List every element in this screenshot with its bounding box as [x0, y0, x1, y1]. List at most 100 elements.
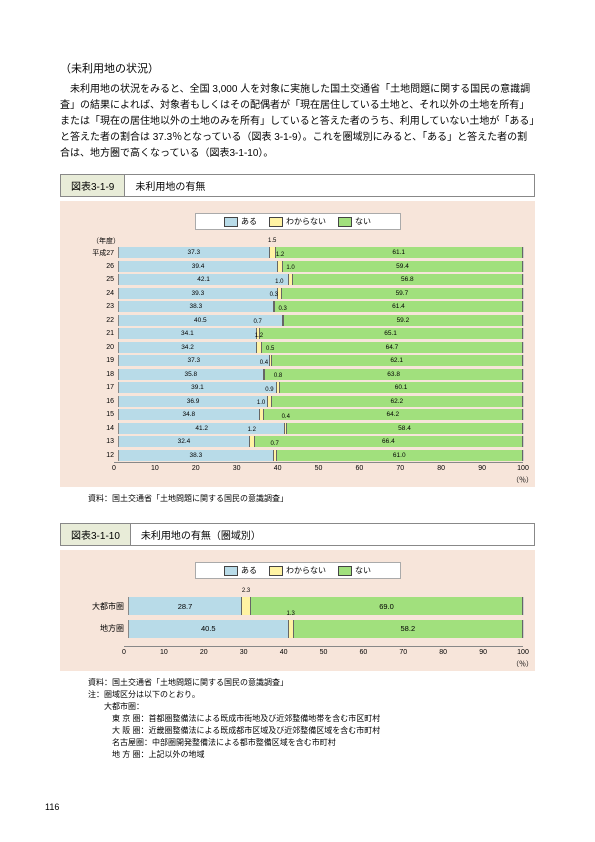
xtick-label: 40 [274, 465, 282, 472]
gridline [523, 315, 524, 326]
bar-segment: 66.4 [255, 436, 523, 447]
chart2-label: 未利用地の有無（圏域別） [131, 524, 271, 545]
xtick-label: 100 [517, 465, 529, 472]
xaxis-unit: （％） [512, 659, 533, 669]
row-label: 21 [72, 330, 118, 337]
chart2-number: 図表3-1-10 [61, 524, 131, 545]
bar-segment: 36.9 [119, 396, 268, 407]
bar-row: 2639.41.259.4 [72, 260, 523, 273]
segment-value: 65.1 [384, 330, 397, 337]
gridline [523, 396, 524, 407]
segment-value: 61.4 [392, 303, 405, 310]
legend-swatch-icon [269, 566, 283, 576]
bar-row: 1238.30.761.0 [72, 449, 523, 462]
chart1-source: 資料：国土交通省「土地問題に関する国民の意識調査」 [88, 493, 535, 505]
segment-value: 0.9 [265, 387, 273, 393]
segment-value: 41.2 [195, 425, 208, 432]
bar-row: 2338.30.361.4 [72, 300, 523, 313]
segment-value: 37.3 [188, 249, 201, 256]
bar-row: 1636.90.962.2 [72, 395, 523, 408]
segment-value: 35.8 [184, 371, 197, 378]
section-heading: （未利用地の状況） [60, 60, 535, 76]
bar-row: 1739.10.860.1 [72, 381, 523, 394]
legend-item: ある [224, 565, 257, 576]
xtick-label: 0 [112, 465, 116, 472]
row-label: 19 [72, 357, 118, 364]
gridline [523, 423, 524, 434]
segment-value: 34.1 [181, 330, 194, 337]
bar-segment: 28.7 [129, 597, 242, 615]
row-label: 地方圏 [72, 623, 128, 634]
chart2-xaxis: 0102030405060708090100（％） [124, 646, 523, 663]
segment-value: 28.7 [178, 602, 193, 611]
source-line: 大 阪 圏：近畿圏整備法による既成都市区域及び近郊整備区域を含む市町村 [88, 725, 535, 737]
gridline [523, 597, 524, 615]
gridline [523, 382, 524, 393]
row-label: 20 [72, 344, 118, 351]
bar-row: 平成2737.31.561.1 [72, 246, 523, 259]
xtick-label: 50 [315, 465, 323, 472]
row-label: 13 [72, 438, 118, 445]
bar-segment: 62.1 [272, 355, 523, 366]
bar-segment: 59.7 [282, 288, 523, 299]
segment-value: 1.0 [275, 279, 283, 285]
gridline [523, 342, 524, 353]
page-number: 116 [45, 802, 59, 812]
bar-wrap: 39.31.059.7 [118, 288, 523, 299]
bar-segment: 65.1 [260, 328, 523, 339]
chart2-title: 図表3-1-10 未利用地の有無（圏域別） [60, 523, 535, 546]
bar-segment: 64.2 [264, 409, 523, 420]
bar-segment: 34.2 [119, 342, 257, 353]
bar-segment: 38.3 [119, 301, 274, 312]
segment-value: 59.2 [397, 317, 410, 324]
chart1-yaxis-title: （年度） [92, 236, 523, 246]
row-label: 大都市圏 [72, 601, 128, 612]
segment-value: 40.5 [194, 317, 207, 324]
gridline [523, 409, 524, 420]
row-label: 22 [72, 317, 118, 324]
bar-wrap: 34.10.765.1 [118, 328, 523, 339]
bar-wrap: 40.50.359.2 [118, 315, 523, 326]
segment-value: 59.4 [396, 263, 409, 270]
segment-value: 58.2 [401, 624, 416, 633]
segment-value: 39.3 [192, 290, 205, 297]
bar-row: 地方圏40.51.358.2 [72, 618, 523, 640]
bar-wrap: 37.31.561.1 [118, 247, 523, 258]
segment-value: 1.0 [257, 400, 265, 406]
row-label: 17 [72, 384, 118, 391]
xtick-label: 90 [479, 649, 487, 656]
chart1-number: 図表3-1-9 [61, 175, 125, 196]
bar-row: 1937.30.562.1 [72, 354, 523, 367]
segment-value: 62.2 [391, 398, 404, 405]
row-label: 25 [72, 276, 118, 283]
bar-segment: 34.8 [119, 409, 260, 420]
bar-row: 2034.21.264.7 [72, 341, 523, 354]
row-label: 12 [72, 452, 118, 459]
segment-value: 42.1 [197, 276, 210, 283]
row-label: 23 [72, 303, 118, 310]
segment-value: 2.3 [242, 588, 250, 594]
segment-value: 1.2 [248, 427, 256, 433]
bar-segment: 38.3 [119, 450, 274, 461]
source-line: 注：圏域区分は以下のとおり。 [88, 689, 535, 701]
segment-value: 0.4 [282, 414, 290, 420]
segment-value: 1.3 [286, 611, 294, 617]
segment-value: 0.8 [274, 373, 282, 379]
legend-swatch-icon [338, 566, 352, 576]
xaxis-unit: （％） [512, 475, 533, 485]
gridline [523, 261, 524, 272]
segment-value: 38.3 [190, 303, 203, 310]
bar-segment: 42.1 [119, 274, 289, 285]
bar-wrap: 32.41.266.4 [118, 436, 523, 447]
chart1-bars: 平成2737.31.561.12639.41.259.42542.11.056.… [72, 246, 523, 462]
bar-segment: 2.3 [242, 597, 251, 615]
source-line: 名古屋圏：中部圏開発整備法による都市整備区域を含む市町村 [88, 737, 535, 749]
bar-row: 1441.20.458.4 [72, 422, 523, 435]
bar-segment: 59.2 [284, 315, 523, 326]
bar-wrap: 34.21.264.7 [118, 342, 523, 353]
bar-segment: 62.2 [272, 396, 523, 407]
gridline [523, 450, 524, 461]
segment-value: 60.1 [395, 384, 408, 391]
gridline [523, 355, 524, 366]
bar-segment: 39.4 [119, 261, 278, 272]
